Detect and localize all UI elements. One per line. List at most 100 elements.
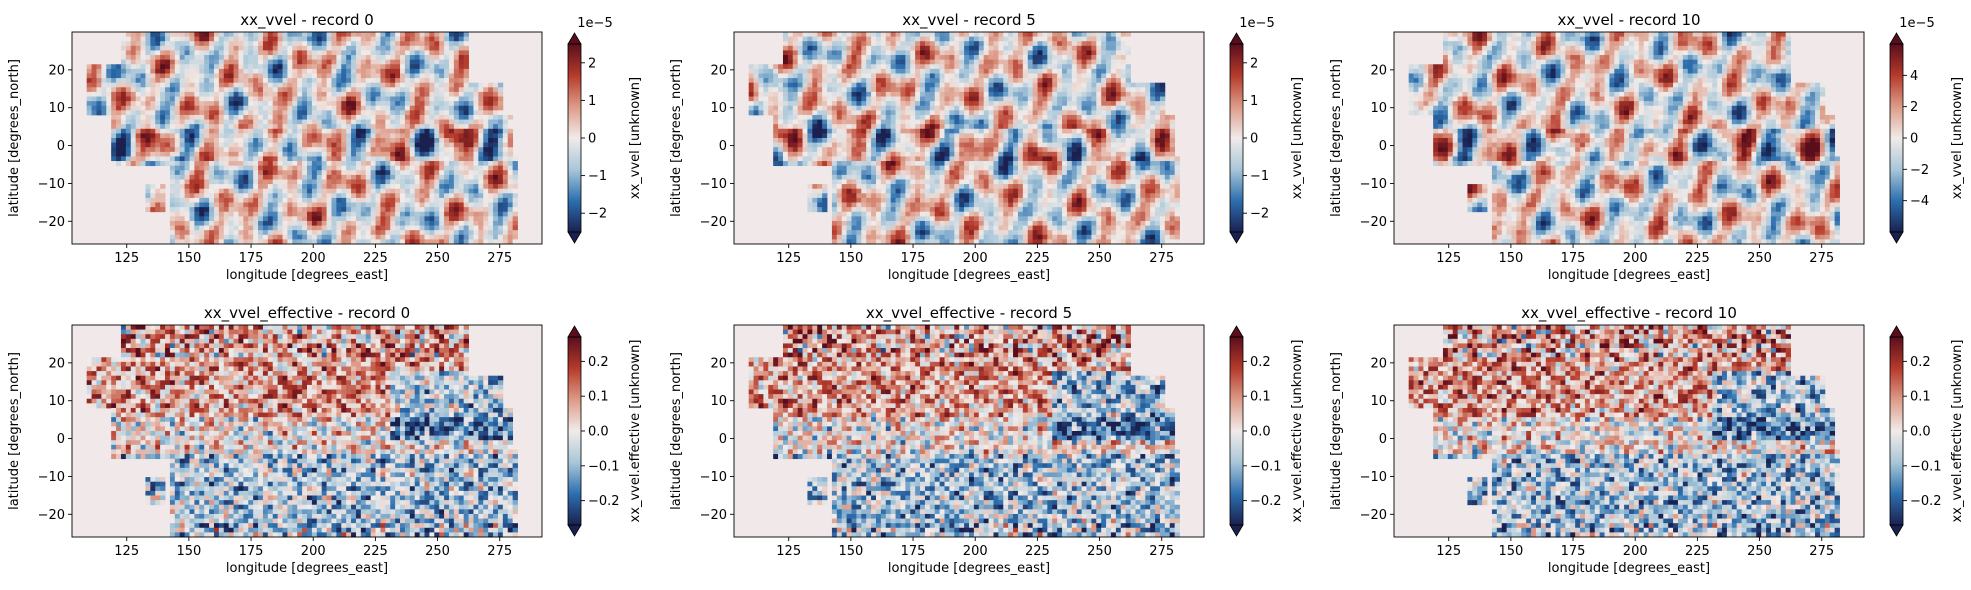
y-axis-label: latitude [degrees_north] xyxy=(1329,352,1344,510)
y-tick-label: 20 xyxy=(710,356,727,371)
colorbar-gradient xyxy=(568,44,581,232)
x-tick-label: 250 xyxy=(1747,251,1772,266)
colorbar-extend-max xyxy=(1229,32,1244,45)
x-tick-label: 175 xyxy=(239,544,264,559)
x-tick-label: 125 xyxy=(1436,544,1461,559)
colorbar-scale-label: 1e−5 xyxy=(577,16,612,31)
x-tick-label: 250 xyxy=(1747,544,1772,559)
x-tick-label: 125 xyxy=(776,544,801,559)
x-tick-label: 225 xyxy=(1685,251,1710,266)
axes-frame xyxy=(733,324,1205,538)
y-tick-label: 10 xyxy=(710,394,727,409)
colorbar: −0.2 −0.1 0.0 0.1 0.2 xx_vvel.effective [unkn… xyxy=(1889,325,1965,537)
colorbar-label: xx_vvel.effective [unknown] xyxy=(1290,340,1305,523)
x-axis-label: longitude [degrees_east] xyxy=(226,561,388,576)
colorbar-tick-label: −0.1 xyxy=(1910,459,1942,474)
x-tick-label: 275 xyxy=(1149,251,1174,266)
x-tick-label: 225 xyxy=(1685,544,1710,559)
x-tick-label: 200 xyxy=(963,544,988,559)
colorbar-tick-label: 0.0 xyxy=(588,425,609,440)
colorbar-label: xx_vvel [unknown] xyxy=(628,77,643,199)
colorbar-gradient xyxy=(568,337,581,525)
x-tick-label: 275 xyxy=(487,251,512,266)
x-tick-label: 275 xyxy=(1809,251,1834,266)
x-tick-label: 125 xyxy=(1436,251,1461,266)
x-axis-label: longitude [degrees_east] xyxy=(1548,561,1710,576)
y-tick-label: 20 xyxy=(710,63,727,78)
subplot-title: xx_vvel_effective - record 0 xyxy=(204,304,410,323)
axes-frame xyxy=(71,324,543,538)
y-tick-label: −10 xyxy=(1360,470,1387,485)
y-tick-label: 20 xyxy=(48,356,65,371)
colorbar-tick-label: 0.0 xyxy=(1250,425,1271,440)
colorbar-tick-label: −2 xyxy=(1910,163,1929,178)
colorbar-tick-label: 0.0 xyxy=(1910,425,1931,440)
y-tick-label: −10 xyxy=(38,470,65,485)
x-tick-label: 150 xyxy=(838,544,863,559)
x-axis-label: longitude [degrees_east] xyxy=(888,268,1050,283)
x-tick-label: 275 xyxy=(487,544,512,559)
colorbar-tick-label: −0.2 xyxy=(588,494,620,509)
y-tick-label: 10 xyxy=(710,101,727,116)
x-tick-label: 200 xyxy=(963,251,988,266)
colorbar-extend-min xyxy=(567,231,582,244)
axes-frame xyxy=(1393,31,1865,245)
x-tick-label: 225 xyxy=(1025,544,1050,559)
y-tick-label: 10 xyxy=(1370,101,1387,116)
colorbar-label: xx_vvel.effective [unknown] xyxy=(628,340,643,523)
y-tick-label: −20 xyxy=(1360,508,1387,523)
heatmap-field xyxy=(1408,325,1840,538)
colorbar-scale-label: 1e−5 xyxy=(1899,16,1934,31)
colorbar-label: xx_vvel [unknown] xyxy=(1290,77,1305,199)
colorbar-tick-label: 2 xyxy=(1910,100,1918,115)
y-tick-label: 10 xyxy=(48,101,65,116)
colorbar-label: xx_vvel.effective [unknown] xyxy=(1950,340,1965,523)
x-tick-label: 250 xyxy=(425,544,450,559)
x-tick-label: 125 xyxy=(776,251,801,266)
colorbar-extend-max xyxy=(1229,325,1244,338)
y-tick-label: 0 xyxy=(57,139,65,154)
y-tick-label: 20 xyxy=(1370,63,1387,78)
x-tick-label: 275 xyxy=(1149,544,1174,559)
x-tick-label: 150 xyxy=(838,251,863,266)
colorbar: −2 −1 0 1 2 1e−5 xx_vvel [unknown] xyxy=(1229,16,1305,244)
y-tick-label: 20 xyxy=(1370,356,1387,371)
x-tick-label: 125 xyxy=(114,251,139,266)
colorbar-tick-label: −2 xyxy=(588,207,607,222)
x-tick-label: 150 xyxy=(176,544,201,559)
colorbar: −0.2 −0.1 0.0 0.1 0.2 xx_vvel.effective [unkn… xyxy=(567,325,643,537)
colorbar: −4 −2 0 2 4 1e−5 xx_vvel [unknown] xyxy=(1889,16,1965,244)
colorbar-gradient xyxy=(1890,44,1903,232)
y-tick-label: 0 xyxy=(719,432,727,447)
x-tick-label: 200 xyxy=(301,251,326,266)
y-axis-label: latitude [degrees_north] xyxy=(669,352,684,510)
y-tick-label: 10 xyxy=(1370,394,1387,409)
heatmap-field xyxy=(1408,32,1840,245)
colorbar-tick-label: −0.2 xyxy=(1250,494,1282,509)
y-tick-label: −10 xyxy=(1360,177,1387,192)
subplot-title: xx_vvel - record 10 xyxy=(1557,11,1700,30)
heatmap-field xyxy=(748,32,1180,245)
colorbar-tick-label: −0.1 xyxy=(1250,459,1282,474)
x-tick-label: 250 xyxy=(425,251,450,266)
colorbar-tick-label: −2 xyxy=(1250,207,1269,222)
x-tick-label: 250 xyxy=(1087,544,1112,559)
y-tick-label: 0 xyxy=(719,139,727,154)
x-tick-label: 175 xyxy=(239,251,264,266)
x-tick-label: 175 xyxy=(901,544,926,559)
colorbar-extend-min xyxy=(1889,231,1904,244)
x-tick-label: 150 xyxy=(1498,544,1523,559)
colorbar-tick-label: 0.1 xyxy=(1250,390,1271,405)
colorbar-tick-label: 4 xyxy=(1910,69,1918,84)
x-tick-label: 250 xyxy=(1087,251,1112,266)
colorbar-tick-label: −1 xyxy=(1250,169,1269,184)
colorbar-tick-label: 1 xyxy=(1250,94,1258,109)
y-tick-label: −10 xyxy=(38,177,65,192)
subplot-title: xx_vvel - record 5 xyxy=(902,11,1036,30)
subplot-5: xx_vvel_effective - record 10 125 150 175 20… xyxy=(1329,304,1965,576)
